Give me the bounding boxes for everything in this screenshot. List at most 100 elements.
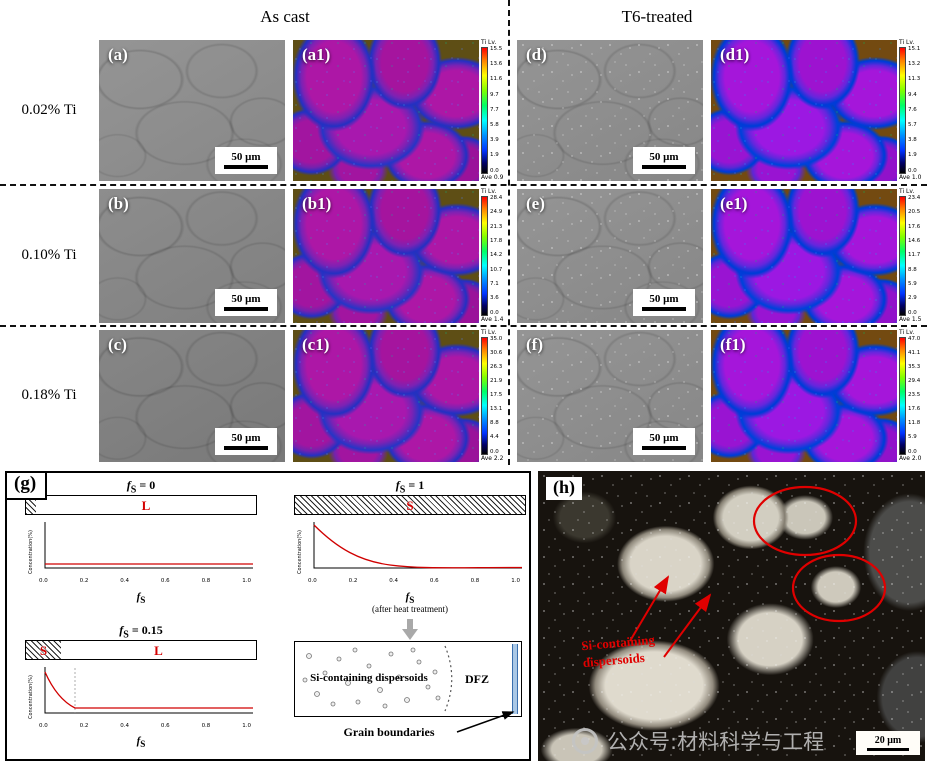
x-axis-ticks: 0.0 0.2 0.4 0.6 0.8 1.0 [39,578,251,584]
colorbar-body: 15.1 13.2 11.3 9.4 7.6 5.7 3.8 1.9 0.0 [899,46,926,174]
colorbar-ticks: 35.0 30.6 26.3 21.9 17.5 13.1 8.8 4.4 0.0 [490,336,503,455]
colorbar-average: Ave 1.5 [899,316,922,323]
horizontal-dashed-divider [0,184,927,186]
scale-bar: 20 μm [856,731,920,755]
colorbar-ticks: 15.1 13.2 11.3 9.4 7.6 5.7 3.8 1.9 0.0 [908,46,921,174]
colorbar-ticks: 28.4 24.9 21.3 17.8 14.2 10.7 7.1 3.6 0.0 [490,195,503,316]
tick-label: 0.6 [160,723,170,729]
tick-label: 21.3 [490,223,503,230]
watermark-logo-icon [572,728,598,754]
solid-label: S [406,497,414,513]
dispersoids-label: Si-containing dispersoids [310,672,428,685]
grain-boundaries-label: Grain boundaries [343,725,435,739]
tick-label: 0.2 [348,578,358,584]
fs-sub: S [409,595,415,606]
scale-bar: 50 μm [633,428,695,455]
fs-var: f [395,478,400,492]
micrograph-d: (d) 50 μm [517,40,703,181]
panel-label-a: (a) [108,45,128,64]
concentration-plot-fs015: Concentration(%) 0.0 0.2 0.4 0.6 0.8 1.0 [25,664,257,729]
solid-fraction-bar-fs1: S [294,495,526,515]
concentration-plot-fs1: Concentration(%) 0.0 0.2 0.4 0.6 0.8 1.0 [294,519,526,584]
liquid-region: L [61,641,256,659]
y-axis-label: Concentration(%) [28,674,35,719]
dispersoid-schematic-box: Si-containing dispersoids DFZ [294,641,522,717]
tick-label: 0.0 [908,309,917,316]
watermark-text: 公众号:材料科学与工程 [607,730,825,754]
scale-bar-line [642,446,686,450]
annotation-arrow [629,575,670,642]
tick-label: 29.4 [908,378,921,385]
plot-title-fs0: fS = 0 [25,478,257,495]
tick-label: 17.6 [908,406,921,413]
tick-label: 0.4 [389,578,399,584]
horizontal-dashed-divider [0,325,927,327]
panel-label-c: (c) [108,335,127,354]
tick-label: 20.5 [908,209,921,216]
scale-bar-label: 20 μm [874,734,902,746]
column-header-as-cast: As cast [260,7,310,26]
colorbar-title: Ti Lv. [899,329,915,336]
tick-label: 0.0 [39,578,48,584]
y-axis-label: Concentration(%) [28,529,35,574]
fs-eq: = 1 [405,478,425,492]
tick-label: 0.0 [490,309,499,316]
tick-label: 14.2 [490,252,503,259]
scale-bar-label: 50 μm [649,293,679,305]
tick-label: 0.0 [908,167,917,174]
panel-label-d1: (d1) [720,45,750,64]
tick-label: 2.9 [908,295,917,302]
panel-label-e: (e) [526,194,545,213]
fs-var: f [119,623,124,637]
fs-sub: S [140,739,146,750]
tick-label: 30.6 [490,350,503,357]
tick-label: 7.1 [490,280,499,287]
fs-eq: = 0 [136,478,156,492]
dispersoids-annotation: Si-containing dispersoids [581,632,657,672]
tick-label: 8.8 [490,420,499,427]
tick-label: 3.9 [490,137,499,144]
tick-label: 0.0 [39,723,48,729]
colorbar-title: Ti Lv. [899,188,915,195]
tick-label: 0.2 [79,578,89,584]
epma-map-b1: (b1) [293,189,479,323]
colorbar-gradient [481,47,488,174]
tick-label: 13.2 [908,61,921,68]
micrograph-h: (h) Si-containing dispersoids 20 μm [538,471,925,761]
colorbar-average: Ave 2.2 [481,455,504,462]
scale-bar-label: 50 μm [231,293,261,305]
colorbar-body: 47.0 41.1 35.3 29.4 23.5 17.6 11.8 5.9 0.0 [899,336,926,455]
scale-bar-label: 50 μm [649,432,679,444]
tick-label: 15.1 [908,46,921,52]
tick-label: 1.0 [242,723,251,729]
micrograph-e: (e) 50 μm [517,189,703,323]
colorbar-average: Ave 1.0 [899,174,922,181]
fs-eq: = 0.15 [128,623,163,637]
tick-label: 28.4 [490,195,503,201]
scale-bar: 50 μm [215,428,277,455]
tick-label: 17.5 [490,392,503,399]
tick-label: 13.1 [490,406,503,413]
x-axis-title: fS [25,591,257,605]
colorbar-ticks: 47.0 41.1 35.3 29.4 23.5 17.6 11.8 5.9 0.0 [908,336,921,455]
fs-var: f [405,591,410,603]
panel-label-g: (g) [7,473,48,500]
colorbar-b1: Ti Lv. 28.4 24.9 21.3 17.8 14.2 10.7 7.1 3.6 0.0… [481,189,508,323]
colorbar-f1: Ti Lv. 47.0 41.1 35.3 29.4 23.5 17.6 11.8 5.9 0.… [899,330,926,462]
solid-label: S [39,642,48,658]
scale-bar-line [224,165,268,169]
scale-bar: 50 μm [215,147,277,174]
down-arrow [402,619,418,641]
fs-var: f [136,591,141,603]
colorbar-gradient [899,196,906,316]
plot-title-fs015: fS = 0.15 [25,623,257,640]
colorbar-title: Ti Lv. [899,39,915,46]
tick-label: 5.9 [908,280,917,287]
colorbar-gradient [481,337,488,455]
fs-sub: S [399,484,406,496]
scale-bar-line [224,307,268,311]
scale-bar: 50 μm [633,147,695,174]
tick-label: 47.0 [908,336,921,342]
tick-label: 10.7 [490,266,503,273]
panel-label-f1: (f1) [720,335,746,354]
